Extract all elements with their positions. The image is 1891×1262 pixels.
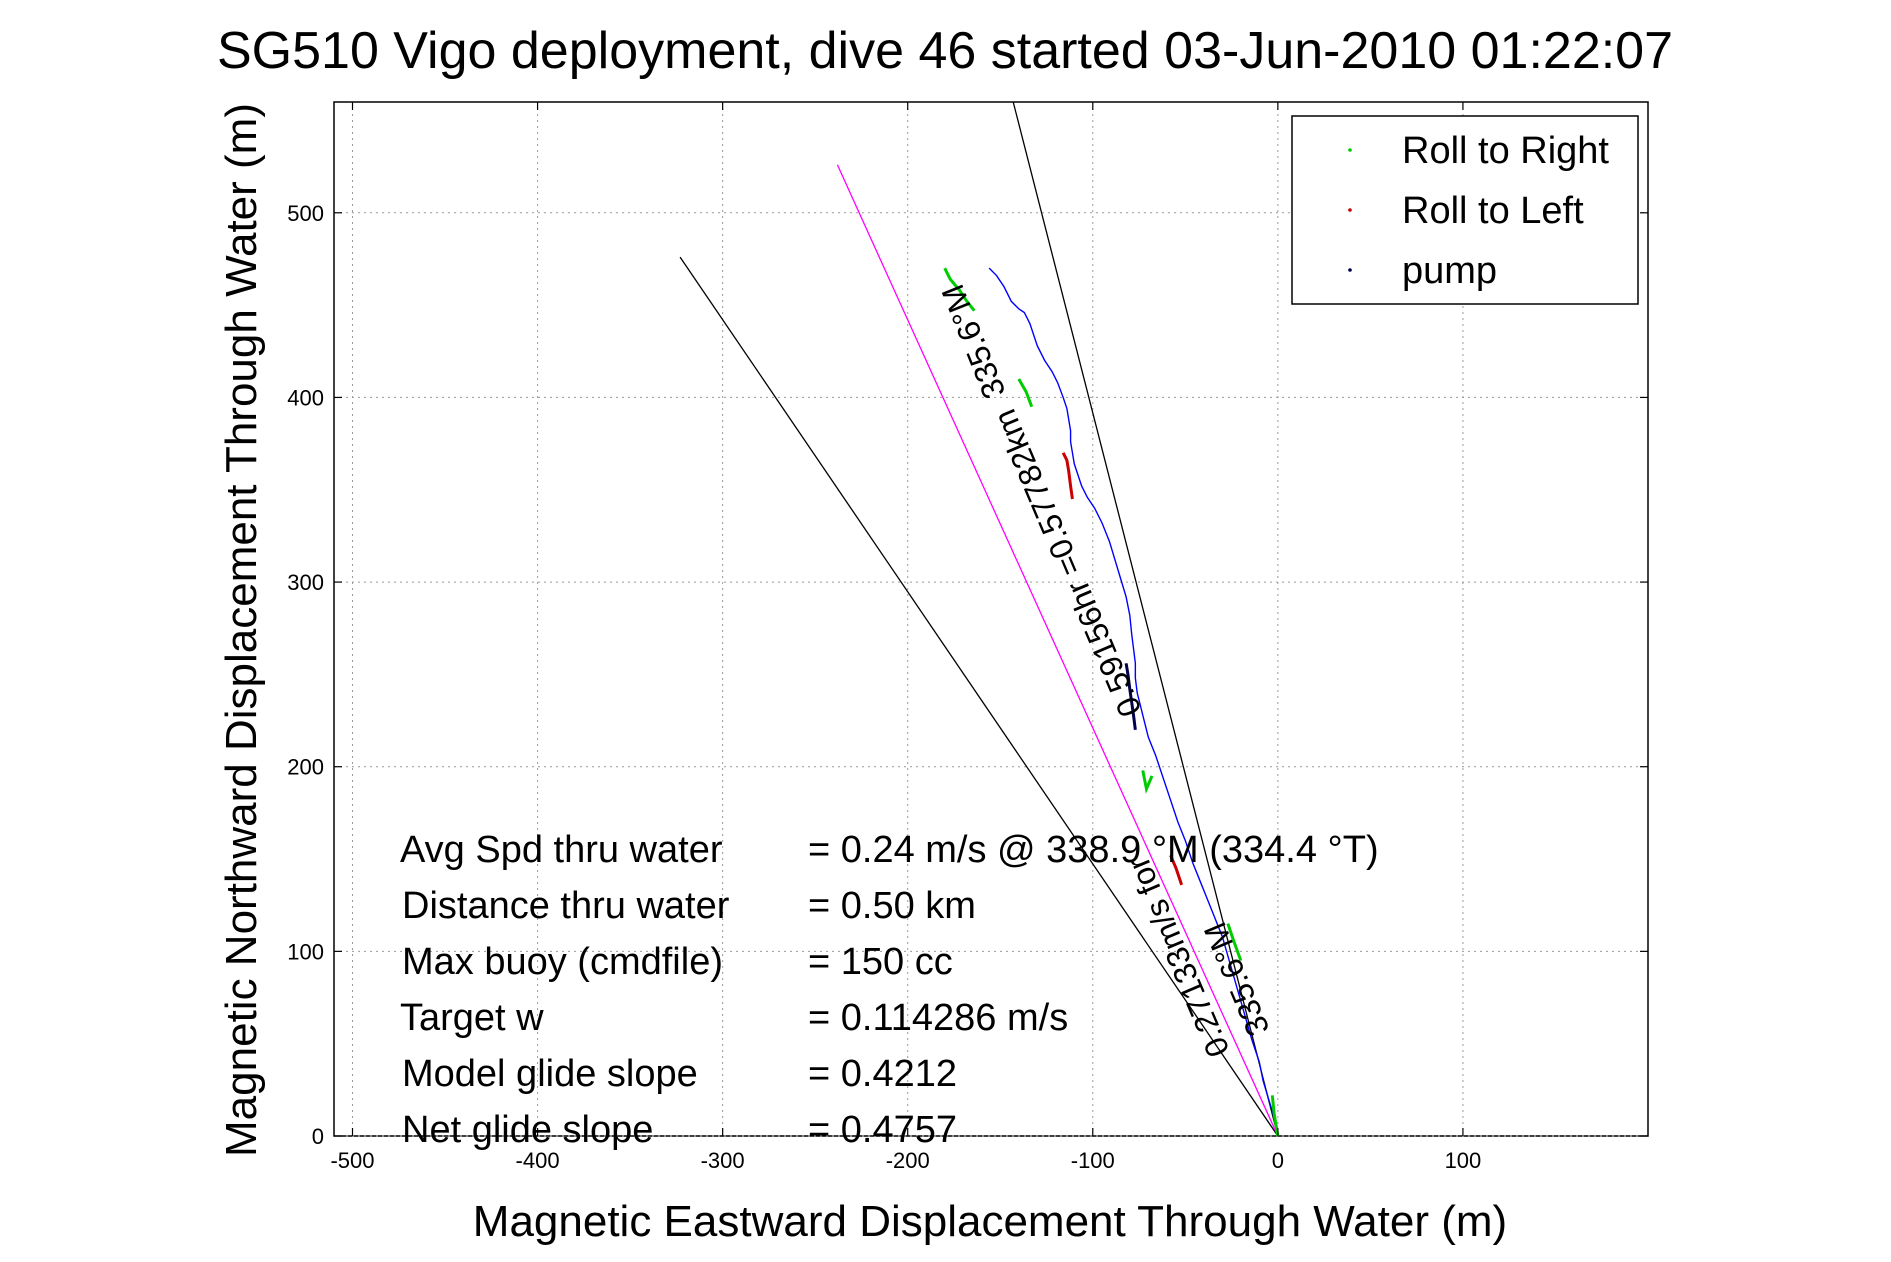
axis-ticks: -500 -400 -300 -200 -100 0 100 0 100 200 300 400 500 [287, 102, 1648, 1173]
roll-right-segment [1270, 1095, 1280, 1137]
stat-label: Model glide slope [402, 1053, 698, 1095]
y-axis-label: Magnetic Northward Displacement Through … [217, 103, 266, 1157]
x-axis-label: Magnetic Eastward Displacement Through W… [473, 1197, 1507, 1246]
y-tick-label: 200 [287, 755, 324, 780]
x-tick-label: -400 [516, 1148, 560, 1173]
roll-right-segment [943, 267, 976, 312]
x-tick-label: -200 [886, 1148, 930, 1173]
x-tick-label: -500 [330, 1148, 374, 1173]
legend-label-roll-left: Roll to Left [1402, 190, 1584, 232]
heading-line [836, 164, 1279, 1137]
grid-lines [334, 102, 1648, 1137]
roll-left-segment [1169, 854, 1184, 886]
chart-title: SG510 Vigo deployment, dive 46 started 0… [217, 22, 1673, 80]
stat-value: = 0.4757 [808, 1109, 957, 1151]
legend-marker-roll-right [1348, 148, 1352, 152]
y-tick-label: 300 [287, 570, 324, 595]
legend-marker-pump [1348, 268, 1352, 272]
stat-label: Net glide slope [402, 1109, 653, 1151]
stats-panel: Avg Spd thru water = 0.24 m/s @ 338.9 °M… [400, 829, 1379, 1151]
stat-value: = 0.24 m/s @ 338.9 °M (334.4 °T) [808, 829, 1379, 871]
roll-right-segment [1141, 770, 1154, 794]
pump-segment [1124, 663, 1137, 730]
stat-label: Avg Spd thru water [400, 829, 723, 871]
y-tick-label: 100 [287, 939, 324, 964]
roll-left-segment [1061, 452, 1074, 500]
y-tick-label: 500 [287, 201, 324, 226]
legend-label-roll-right: Roll to Right [1402, 130, 1609, 172]
bracket-line [679, 256, 1279, 1137]
roll-right-segment [1226, 923, 1243, 962]
stat-value: = 150 cc [808, 941, 953, 983]
track-line [988, 267, 1279, 1137]
stat-value: = 0.114286 m/s [808, 997, 1068, 1039]
bracket-line [1012, 101, 1279, 1137]
roll-right-segment [1017, 378, 1034, 408]
x-tick-label: -100 [1071, 1148, 1115, 1173]
legend: Roll to Right Roll to Left pump [1291, 115, 1639, 305]
x-tick-label: -300 [701, 1148, 745, 1173]
legend-label-pump: pump [1402, 250, 1497, 292]
data-lines [679, 101, 1280, 1137]
stat-label: Distance thru water [402, 885, 730, 927]
stat-label: Target w [400, 997, 544, 1039]
y-tick-label: 400 [287, 385, 324, 410]
stat-label: Max buoy (cmdfile) [402, 941, 723, 983]
stat-value: = 0.4212 [808, 1053, 957, 1095]
legend-marker-roll-left [1348, 208, 1352, 212]
stat-value: = 0.50 km [808, 885, 976, 927]
y-tick-label: 0 [312, 1124, 324, 1149]
x-tick-label: 100 [1445, 1148, 1482, 1173]
x-tick-label: 0 [1272, 1148, 1284, 1173]
